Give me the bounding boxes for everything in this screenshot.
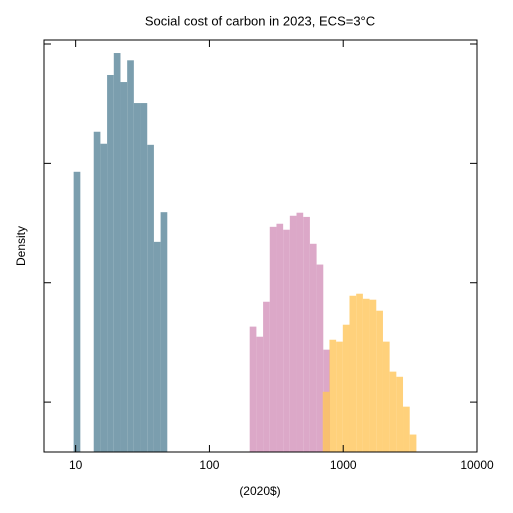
histogram-bar (133, 103, 141, 453)
histogram-bar (283, 229, 290, 452)
histogram-bar (303, 216, 310, 452)
x-tick-label: 10000 (460, 458, 494, 472)
histogram-bar (329, 339, 337, 452)
histogram-bar (147, 144, 154, 452)
histogram-bar (296, 212, 304, 452)
histogram-bar (140, 103, 148, 453)
histogram-bar (342, 324, 350, 452)
chart-title: Social cost of carbon in 2023, ECS=3°C (145, 13, 375, 28)
histogram-bar (356, 293, 363, 452)
histogram-bar (107, 74, 114, 452)
histogram-bar (160, 212, 168, 452)
histogram-bar (376, 310, 383, 452)
histogram-bar (362, 298, 370, 452)
histogram-bar (73, 171, 81, 452)
histogram-bar (249, 326, 257, 452)
histogram-bar (403, 406, 410, 452)
histogram-bar (336, 341, 343, 452)
x-axis-label: (2020$) (239, 484, 280, 498)
histogram-bar (322, 391, 330, 452)
histogram-bar (127, 60, 134, 453)
histogram-bar (153, 241, 161, 452)
histogram-bar (309, 243, 317, 452)
histogram-bar (113, 53, 121, 452)
histogram-bar (93, 131, 101, 452)
histogram-bar (263, 301, 270, 452)
x-tick-label: 1000 (330, 458, 357, 472)
histogram-bar (276, 223, 284, 452)
histogram-bar (120, 82, 128, 452)
histogram-bar (256, 336, 264, 452)
histogram-bar (100, 143, 108, 453)
histogram-bar (396, 376, 404, 452)
histogram-bar (382, 341, 390, 452)
histogram-bar (409, 434, 417, 452)
histogram-bar (349, 295, 357, 452)
histogram-bar (389, 371, 397, 452)
y-axis-label: Density (14, 226, 28, 266)
histogram-bar (269, 226, 277, 452)
plot-frame (43, 39, 478, 453)
histogram-bar (289, 215, 297, 452)
x-tick-label: 10 (69, 458, 83, 472)
x-tick-label: 100 (199, 458, 219, 472)
histogram-bar (369, 299, 377, 452)
histogram-bar (316, 264, 324, 452)
